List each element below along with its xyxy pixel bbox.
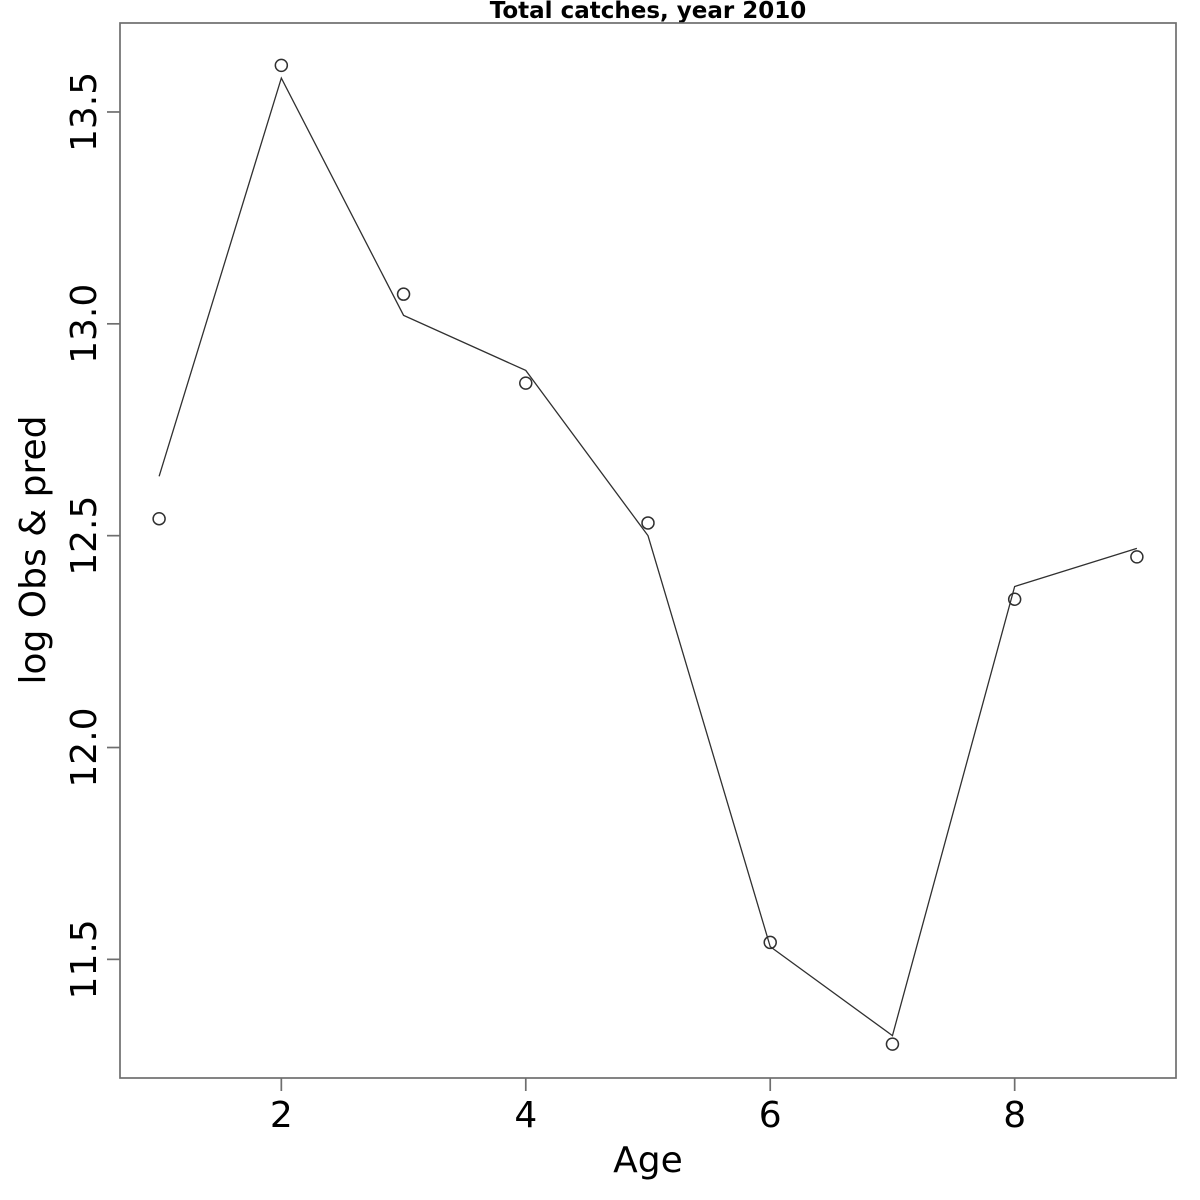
y-tick-label: 11.5 — [64, 919, 105, 999]
x-tick-label: 6 — [759, 1095, 782, 1136]
observed-point — [1007, 592, 1022, 606]
observed-point — [1130, 550, 1144, 564]
y-axis-label: log Obs & pred — [13, 415, 54, 684]
x-tick-label: 2 — [270, 1095, 293, 1136]
observed-point — [396, 287, 411, 301]
y-tick-label: 12.0 — [64, 707, 105, 787]
plot-border — [119, 22, 1177, 1079]
y-tick-label: 13.0 — [64, 284, 105, 364]
observed-point — [152, 511, 166, 526]
observed-point — [641, 516, 655, 530]
predicted-line — [158, 76, 1138, 1037]
x-axis-label: Age — [613, 1140, 683, 1181]
chart-title: Total catches, year 2010 — [490, 0, 807, 24]
observed-point — [274, 58, 289, 73]
observed-point — [885, 1037, 900, 1051]
x-tick-label: 4 — [514, 1095, 537, 1136]
x-tick-label: 8 — [1003, 1095, 1026, 1136]
plot-box — [119, 22, 1177, 1079]
y-tick-label: 13.5 — [64, 72, 105, 152]
y-axis: 11.5 12.0 12.5 13.0 13.5 — [64, 72, 120, 999]
y-tick-label: 12.5 — [64, 496, 105, 576]
x-axis: 2 4 6 8 — [270, 1078, 1026, 1136]
observed-point — [763, 935, 777, 950]
series — [152, 58, 1144, 1051]
observed-point — [519, 376, 533, 390]
